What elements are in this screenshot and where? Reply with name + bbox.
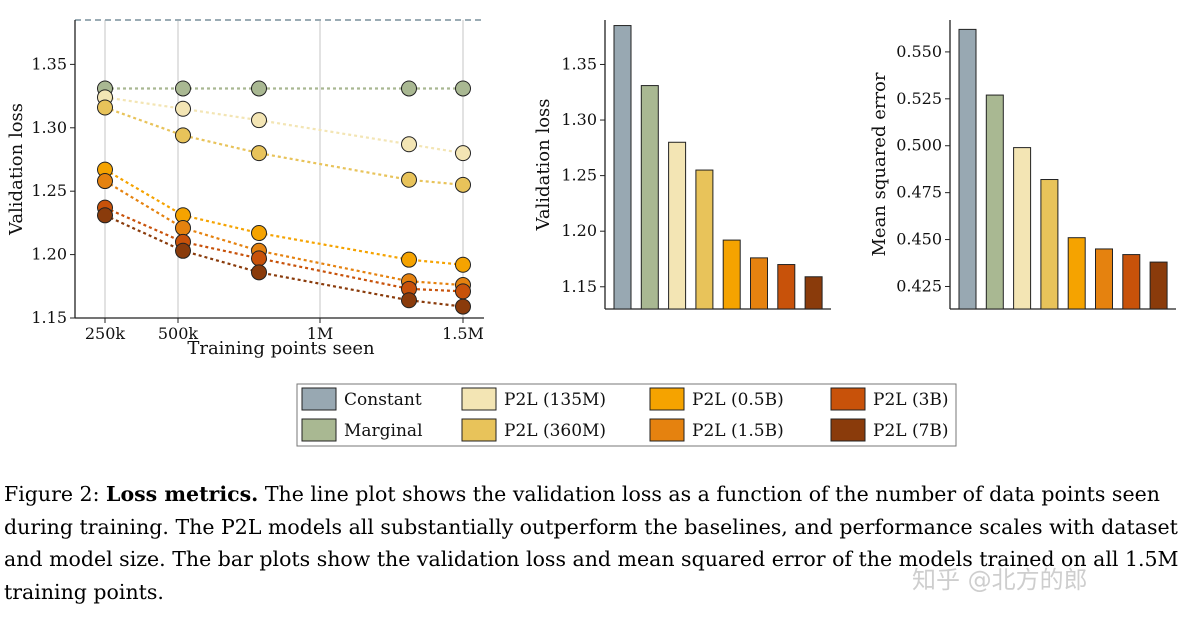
data-point: [251, 80, 267, 97]
data-point: [401, 292, 417, 309]
legend-label: P2L (0.5B): [692, 390, 784, 410]
y-tick-label: 0.475: [896, 183, 942, 202]
legend-label: P2L (360M): [504, 421, 606, 441]
legend-label: P2L (1.5B): [692, 421, 784, 441]
bar: [750, 257, 768, 310]
legend-label: P2L (3B): [873, 390, 949, 410]
data-point: [455, 80, 471, 97]
data-point: [175, 242, 191, 259]
bar: [613, 25, 632, 310]
y-tick-label: 0.425: [896, 276, 942, 295]
data-point: [251, 145, 267, 162]
legend-swatch: [649, 387, 685, 411]
data-point: [455, 283, 471, 300]
y-tick-label: 0.525: [896, 89, 942, 108]
y-tick-label: 1.20: [31, 245, 67, 264]
x-axis-label: Training points seen: [187, 338, 375, 359]
data-point: [175, 80, 191, 97]
y-tick-label: 0.550: [896, 42, 942, 61]
bar: [1122, 254, 1141, 310]
bar: [1095, 248, 1113, 310]
y-axis-label: Validation loss: [533, 98, 554, 231]
series-line: [104, 180, 464, 287]
bar: [1067, 237, 1086, 310]
bar: [1013, 147, 1032, 310]
y-tick-label: 1.15: [31, 308, 67, 327]
bar: [804, 276, 823, 310]
y-tick-label: 1.25: [31, 181, 67, 200]
bar: [695, 169, 714, 310]
y-tick-label: 1.20: [561, 221, 597, 240]
legend-swatch: [461, 387, 497, 411]
bar: [958, 28, 977, 310]
figure-canvas: 1.35 1.30 1.25 1.20 1.15 250k 500k 1M 1.5M Traini…: [6, 19, 1176, 447]
data-point: [401, 80, 417, 97]
y-tick-label: 0.500: [896, 136, 942, 155]
legend-swatch: [301, 418, 337, 442]
data-point: [175, 219, 191, 236]
y-tick-label: 1.35: [561, 54, 597, 73]
data-point: [175, 127, 191, 144]
data-point: [251, 225, 267, 242]
y-tick-label: 1.25: [561, 166, 597, 185]
legend-label: Marginal: [344, 421, 423, 441]
x-tick-label: 1.5M: [442, 324, 484, 343]
legend-swatch: [301, 387, 337, 411]
data-point: [97, 99, 113, 116]
legend-swatch: [649, 418, 685, 442]
y-tick-label: 1.30: [561, 110, 597, 129]
series-line: [104, 106, 464, 186]
legend-label: Constant: [344, 390, 422, 410]
legend-label: P2L (7B): [873, 421, 949, 441]
y-axis-label: Mean squared error: [869, 72, 890, 256]
bar: [640, 85, 659, 310]
y-tick-label: 1.35: [31, 54, 67, 73]
legend-swatch: [461, 418, 497, 442]
data-point: [175, 100, 191, 117]
bar: [985, 94, 1004, 310]
caption-prefix: Figure 2:: [4, 482, 107, 506]
legend-swatch: [830, 418, 866, 442]
data-point: [251, 264, 267, 281]
series-line: [104, 96, 464, 155]
data-point: [455, 256, 471, 273]
data-point: [401, 136, 417, 153]
data-point: [401, 251, 417, 268]
data-point: [401, 171, 417, 188]
y-tick-label: 0.450: [896, 230, 942, 249]
data-point: [97, 207, 113, 224]
data-point: [455, 176, 471, 193]
x-tick-label: 250k: [85, 324, 126, 343]
data-point: [455, 298, 471, 315]
figure-caption: Figure 2: Loss metrics. The line plot sh…: [4, 478, 1184, 608]
data-point: [251, 112, 267, 129]
bar: [722, 239, 741, 310]
bar: [1149, 261, 1168, 310]
y-axis-label: Validation loss: [6, 103, 27, 236]
x-tick-label: 1M: [307, 324, 334, 343]
data-point: [97, 173, 113, 190]
y-tick-label: 1.30: [31, 118, 67, 137]
bar: [777, 264, 796, 310]
caption-text: The line plot shows the validation loss …: [4, 482, 1179, 604]
legend-label: P2L (135M): [504, 390, 606, 410]
bar: [668, 141, 687, 310]
x-tick-label: 500k: [158, 324, 199, 343]
data-point: [455, 145, 471, 162]
bar: [1040, 179, 1059, 310]
y-tick-label: 1.15: [561, 277, 597, 296]
legend-swatch: [830, 387, 866, 411]
watermark: 知乎 @北方的郎: [912, 566, 1088, 594]
data-point: [251, 250, 267, 267]
caption-bold: Loss metrics.: [106, 482, 259, 506]
